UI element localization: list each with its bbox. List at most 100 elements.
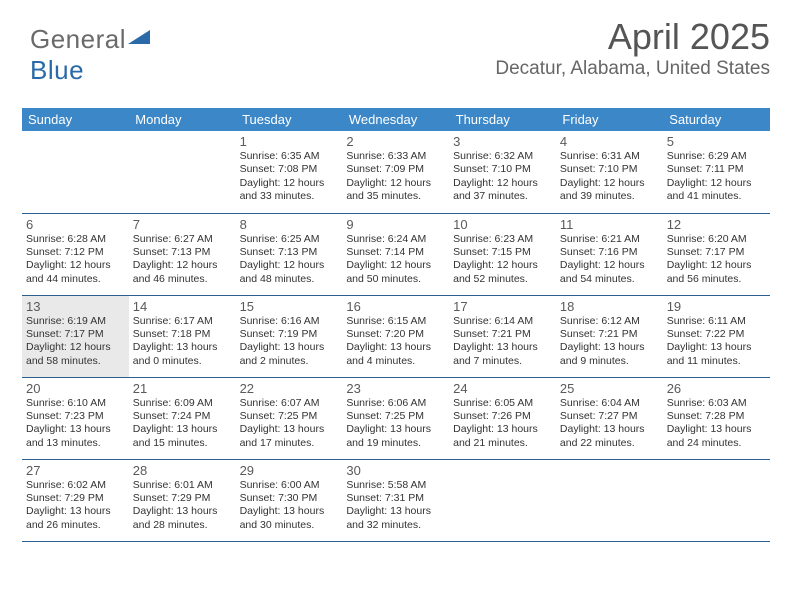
day-details: Sunrise: 6:29 AMSunset: 7:11 PMDaylight:… [667,150,766,204]
day-number: 6 [26,217,125,232]
day-details: Sunrise: 6:27 AMSunset: 7:13 PMDaylight:… [133,233,232,287]
day-details: Sunrise: 6:24 AMSunset: 7:14 PMDaylight:… [346,233,445,287]
calendar-day-cell: 16Sunrise: 6:15 AMSunset: 7:20 PMDayligh… [342,295,449,377]
day-number: 26 [667,381,766,396]
calendar-day-cell: 21Sunrise: 6:09 AMSunset: 7:24 PMDayligh… [129,377,236,459]
calendar-day-cell: 18Sunrise: 6:12 AMSunset: 7:21 PMDayligh… [556,295,663,377]
day-number: 2 [346,134,445,149]
calendar-day-cell: 6Sunrise: 6:28 AMSunset: 7:12 PMDaylight… [22,213,129,295]
calendar-day-cell: 26Sunrise: 6:03 AMSunset: 7:28 PMDayligh… [663,377,770,459]
calendar-day-cell: 8Sunrise: 6:25 AMSunset: 7:13 PMDaylight… [236,213,343,295]
calendar-day-cell: 28Sunrise: 6:01 AMSunset: 7:29 PMDayligh… [129,459,236,541]
day-number: 9 [346,217,445,232]
day-number: 24 [453,381,552,396]
day-details: Sunrise: 6:19 AMSunset: 7:17 PMDaylight:… [26,315,125,369]
day-number: 28 [133,463,232,478]
day-number: 3 [453,134,552,149]
calendar-day-cell: 15Sunrise: 6:16 AMSunset: 7:19 PMDayligh… [236,295,343,377]
weekday-header: Tuesday [236,108,343,131]
day-number: 30 [346,463,445,478]
calendar-day-cell: 3Sunrise: 6:32 AMSunset: 7:10 PMDaylight… [449,131,556,213]
day-details: Sunrise: 6:14 AMSunset: 7:21 PMDaylight:… [453,315,552,369]
calendar-day-cell: 9Sunrise: 6:24 AMSunset: 7:14 PMDaylight… [342,213,449,295]
calendar-day-cell: 22Sunrise: 6:07 AMSunset: 7:25 PMDayligh… [236,377,343,459]
calendar-day-cell: 4Sunrise: 6:31 AMSunset: 7:10 PMDaylight… [556,131,663,213]
calendar-day-cell: 5Sunrise: 6:29 AMSunset: 7:11 PMDaylight… [663,131,770,213]
day-details: Sunrise: 6:23 AMSunset: 7:15 PMDaylight:… [453,233,552,287]
calendar-table: SundayMondayTuesdayWednesdayThursdayFrid… [22,108,770,542]
page-title: April 2025 [495,18,770,56]
day-details: Sunrise: 6:10 AMSunset: 7:23 PMDaylight:… [26,397,125,451]
day-number: 19 [667,299,766,314]
weekday-header: Wednesday [342,108,449,131]
day-number: 15 [240,299,339,314]
day-details: Sunrise: 6:01 AMSunset: 7:29 PMDaylight:… [133,479,232,533]
day-number: 23 [346,381,445,396]
day-details: Sunrise: 6:32 AMSunset: 7:10 PMDaylight:… [453,150,552,204]
calendar-header-row: SundayMondayTuesdayWednesdayThursdayFrid… [22,108,770,131]
day-details: Sunrise: 6:21 AMSunset: 7:16 PMDaylight:… [560,233,659,287]
calendar-page: General Blue April 2025 Decatur, Alabama… [0,0,792,612]
calendar-day-cell: 12Sunrise: 6:20 AMSunset: 7:17 PMDayligh… [663,213,770,295]
day-details: Sunrise: 6:12 AMSunset: 7:21 PMDaylight:… [560,315,659,369]
calendar-day-cell: 29Sunrise: 6:00 AMSunset: 7:30 PMDayligh… [236,459,343,541]
brand-part2: Blue [30,55,84,85]
calendar-day-cell: 19Sunrise: 6:11 AMSunset: 7:22 PMDayligh… [663,295,770,377]
calendar-day-cell: 2Sunrise: 6:33 AMSunset: 7:09 PMDaylight… [342,131,449,213]
day-details: Sunrise: 6:02 AMSunset: 7:29 PMDaylight:… [26,479,125,533]
day-details: Sunrise: 6:06 AMSunset: 7:25 PMDaylight:… [346,397,445,451]
weekday-header: Saturday [663,108,770,131]
calendar-day-cell: 11Sunrise: 6:21 AMSunset: 7:16 PMDayligh… [556,213,663,295]
day-details: Sunrise: 6:16 AMSunset: 7:19 PMDaylight:… [240,315,339,369]
header-right: April 2025 Decatur, Alabama, United Stat… [495,18,770,80]
calendar-day-cell: 23Sunrise: 6:06 AMSunset: 7:25 PMDayligh… [342,377,449,459]
day-number: 7 [133,217,232,232]
day-details: Sunrise: 6:25 AMSunset: 7:13 PMDaylight:… [240,233,339,287]
calendar-day-cell [22,131,129,213]
day-number: 14 [133,299,232,314]
day-details: Sunrise: 6:04 AMSunset: 7:27 PMDaylight:… [560,397,659,451]
day-number: 22 [240,381,339,396]
day-number: 20 [26,381,125,396]
day-details: Sunrise: 6:31 AMSunset: 7:10 PMDaylight:… [560,150,659,204]
day-details: Sunrise: 6:05 AMSunset: 7:26 PMDaylight:… [453,397,552,451]
day-number: 11 [560,217,659,232]
calendar-day-cell: 20Sunrise: 6:10 AMSunset: 7:23 PMDayligh… [22,377,129,459]
day-details: Sunrise: 6:17 AMSunset: 7:18 PMDaylight:… [133,315,232,369]
day-number: 13 [26,299,125,314]
calendar-day-cell: 1Sunrise: 6:35 AMSunset: 7:08 PMDaylight… [236,131,343,213]
day-details: Sunrise: 6:00 AMSunset: 7:30 PMDaylight:… [240,479,339,533]
weekday-header: Friday [556,108,663,131]
brand-part1: General [30,24,126,54]
calendar-week-row: 20Sunrise: 6:10 AMSunset: 7:23 PMDayligh… [22,377,770,459]
day-number: 17 [453,299,552,314]
day-details: Sunrise: 6:35 AMSunset: 7:08 PMDaylight:… [240,150,339,204]
calendar-day-cell: 25Sunrise: 6:04 AMSunset: 7:27 PMDayligh… [556,377,663,459]
calendar-day-cell: 24Sunrise: 6:05 AMSunset: 7:26 PMDayligh… [449,377,556,459]
brand-logo: General Blue [30,22,150,86]
day-number: 18 [560,299,659,314]
calendar-day-cell [556,459,663,541]
day-details: Sunrise: 6:20 AMSunset: 7:17 PMDaylight:… [667,233,766,287]
day-details: Sunrise: 6:28 AMSunset: 7:12 PMDaylight:… [26,233,125,287]
calendar-day-cell: 10Sunrise: 6:23 AMSunset: 7:15 PMDayligh… [449,213,556,295]
day-number: 10 [453,217,552,232]
calendar-week-row: 13Sunrise: 6:19 AMSunset: 7:17 PMDayligh… [22,295,770,377]
day-details: Sunrise: 6:33 AMSunset: 7:09 PMDaylight:… [346,150,445,204]
weekday-header: Thursday [449,108,556,131]
day-number: 5 [667,134,766,149]
calendar-day-cell: 30Sunrise: 5:58 AMSunset: 7:31 PMDayligh… [342,459,449,541]
day-number: 25 [560,381,659,396]
day-number: 4 [560,134,659,149]
day-details: Sunrise: 6:11 AMSunset: 7:22 PMDaylight:… [667,315,766,369]
calendar-day-cell [129,131,236,213]
location-subtitle: Decatur, Alabama, United States [495,58,770,80]
day-number: 8 [240,217,339,232]
calendar-day-cell [663,459,770,541]
calendar-day-cell [449,459,556,541]
day-details: Sunrise: 5:58 AMSunset: 7:31 PMDaylight:… [346,479,445,533]
calendar-week-row: 6Sunrise: 6:28 AMSunset: 7:12 PMDaylight… [22,213,770,295]
day-details: Sunrise: 6:15 AMSunset: 7:20 PMDaylight:… [346,315,445,369]
day-details: Sunrise: 6:03 AMSunset: 7:28 PMDaylight:… [667,397,766,451]
day-number: 12 [667,217,766,232]
